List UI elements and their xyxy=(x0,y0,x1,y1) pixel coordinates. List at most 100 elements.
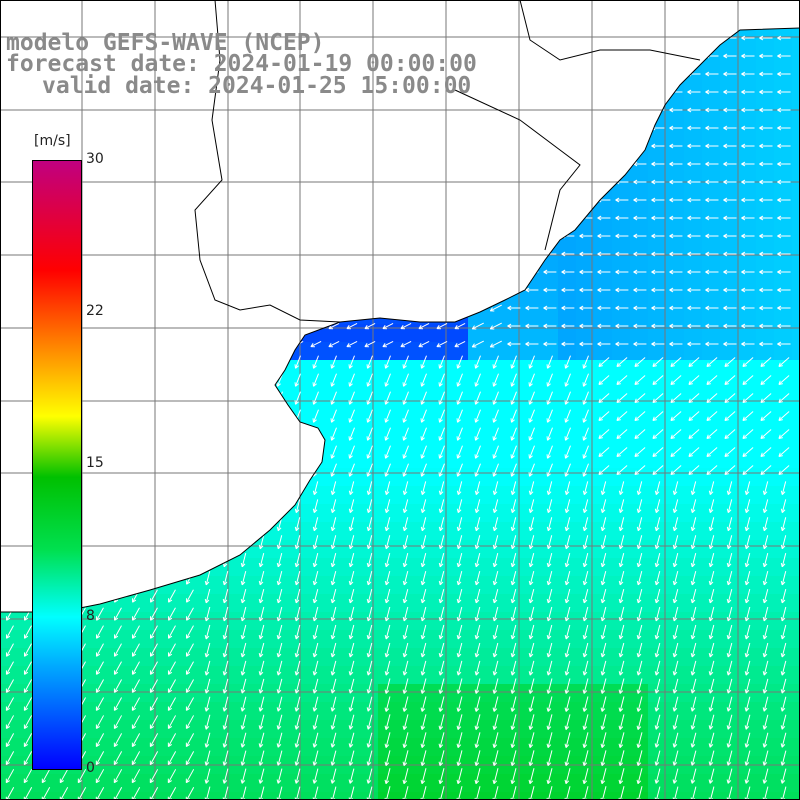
wind-arrow xyxy=(345,250,358,258)
speed-cell xyxy=(666,28,685,37)
wind-arrow xyxy=(420,409,427,423)
speed-cell xyxy=(0,108,19,127)
speed-cell xyxy=(720,540,739,559)
wind-arrow xyxy=(651,197,665,203)
speed-cell xyxy=(378,126,397,145)
wind-arrow xyxy=(744,624,751,640)
wind-arrow xyxy=(651,341,665,347)
wind-arrow xyxy=(654,678,661,694)
wind-arrow xyxy=(456,588,463,604)
wind-arrow xyxy=(22,88,34,96)
wind-arrow xyxy=(741,89,755,95)
wind-arrow xyxy=(508,18,520,22)
wind-arrow xyxy=(309,160,322,168)
wind-arrow xyxy=(132,553,140,567)
speed-cell xyxy=(108,144,127,163)
speed-cell xyxy=(774,72,793,91)
wind-arrow xyxy=(760,465,772,475)
speed-cell xyxy=(396,306,415,325)
wind-arrow xyxy=(744,606,751,622)
wind-arrow xyxy=(777,287,791,293)
speed-cell xyxy=(648,612,667,631)
wind-arrow xyxy=(600,571,607,586)
speed-cell xyxy=(576,252,595,271)
wind-arrow xyxy=(202,124,214,132)
speed-cell xyxy=(576,594,595,613)
wind-arrow xyxy=(579,125,593,131)
speed-cell xyxy=(738,216,757,235)
speed-cell xyxy=(666,252,685,271)
wind-arrow xyxy=(652,375,664,385)
speed-cell xyxy=(522,702,541,721)
speed-cell xyxy=(234,396,253,415)
speed-cell xyxy=(684,0,703,19)
wind-arrow xyxy=(579,197,593,203)
speed-cell xyxy=(288,522,307,541)
speed-cell xyxy=(216,180,235,199)
wind-arrow xyxy=(670,447,682,457)
wind-arrow xyxy=(454,142,466,150)
wind-arrow xyxy=(400,268,412,276)
speed-cell xyxy=(720,648,739,667)
speed-cell xyxy=(792,252,800,271)
wind-arrow xyxy=(168,409,175,423)
speed-cell xyxy=(90,234,109,253)
wind-arrow xyxy=(348,463,355,477)
wind-arrow xyxy=(582,553,589,568)
speed-cell xyxy=(504,270,523,289)
speed-cell xyxy=(666,720,685,739)
wind-arrow xyxy=(762,642,769,658)
wind-arrow xyxy=(618,624,625,640)
speed-cell xyxy=(90,522,109,541)
speed-cell xyxy=(432,180,451,199)
speed-cell xyxy=(234,270,253,289)
speed-cell xyxy=(288,684,307,703)
wind-arrow xyxy=(544,18,556,22)
wind-arrow xyxy=(474,481,481,495)
wind-arrow xyxy=(312,445,319,459)
speed-cell xyxy=(648,666,667,685)
wind-arrow xyxy=(759,215,773,221)
wind-arrow xyxy=(561,197,575,203)
speed-cell xyxy=(126,522,145,541)
speed-cell xyxy=(702,630,721,649)
speed-cell xyxy=(594,360,613,379)
speed-cell xyxy=(558,28,577,37)
wind-arrow xyxy=(634,447,646,457)
speed-cell xyxy=(324,702,343,721)
speed-cell xyxy=(468,0,487,19)
wind-arrow xyxy=(132,373,139,387)
wind-arrow xyxy=(240,499,247,514)
wind-arrow xyxy=(204,355,211,369)
wind-arrow xyxy=(669,143,683,149)
speed-cell xyxy=(162,522,181,541)
speed-cell xyxy=(630,180,649,199)
speed-cell xyxy=(558,630,577,649)
wind-arrow xyxy=(294,535,301,550)
speed-cell xyxy=(468,414,487,433)
speed-cell xyxy=(396,720,415,739)
speed-cell xyxy=(666,450,685,469)
speed-cell xyxy=(108,378,127,397)
wind-arrow xyxy=(706,393,718,403)
wind-arrow xyxy=(438,606,445,622)
speed-cell xyxy=(288,450,307,469)
wind-arrow xyxy=(705,143,719,149)
speed-cell xyxy=(792,414,800,433)
speed-cell xyxy=(378,288,397,307)
wind-arrow xyxy=(670,375,682,385)
speed-cell xyxy=(522,306,541,325)
wind-arrow xyxy=(6,445,13,459)
speed-cell xyxy=(306,270,325,289)
wind-arrow xyxy=(670,393,682,403)
wind-arrow xyxy=(185,679,194,693)
speed-cell xyxy=(522,540,541,559)
wind-arrow xyxy=(348,409,355,423)
wind-arrow xyxy=(618,606,625,622)
speed-cell xyxy=(702,126,721,145)
wind-arrow xyxy=(202,340,214,348)
wind-arrow xyxy=(95,661,104,675)
wind-arrow xyxy=(186,427,193,441)
speed-cell xyxy=(360,0,379,19)
speed-cell xyxy=(612,198,631,217)
